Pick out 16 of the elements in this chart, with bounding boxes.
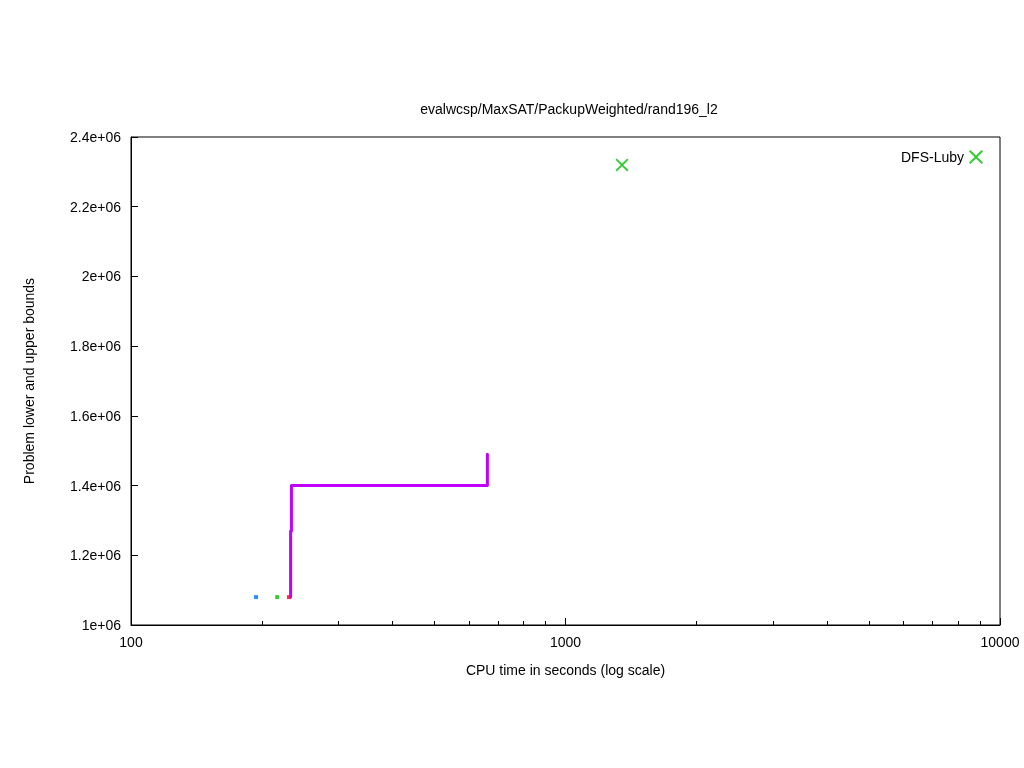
chart-title: evalwcsp/MaxSAT/PackupWeighted/rand196_l2 — [420, 101, 718, 117]
x-tick-label: 100 — [119, 634, 143, 650]
x-tick-label: 10000 — [980, 634, 1020, 650]
y-tick-label: 2e+06 — [81, 268, 122, 285]
y-tick-label: 2.4e+06 — [70, 129, 122, 145]
legend-label: DFS-Luby — [900, 149, 964, 165]
y-tick-label: 1.6e+06 — [70, 407, 122, 424]
y-tick-label: 1.8e+06 — [70, 338, 122, 355]
y-axis-title: Problem lower and upper bounds — [21, 277, 37, 485]
y-tick-label: 2.2e+06 — [70, 198, 122, 215]
y-tick-label: 1.2e+06 — [70, 547, 122, 564]
line-series — [289, 452, 489, 599]
x-axis-title: CPU time in seconds (log scale) — [465, 662, 666, 678]
y-tick-label: 1e+06 — [81, 617, 122, 633]
y-tick-label: 1.4e+06 — [70, 477, 122, 494]
x-tick-label: 1000 — [549, 634, 582, 650]
